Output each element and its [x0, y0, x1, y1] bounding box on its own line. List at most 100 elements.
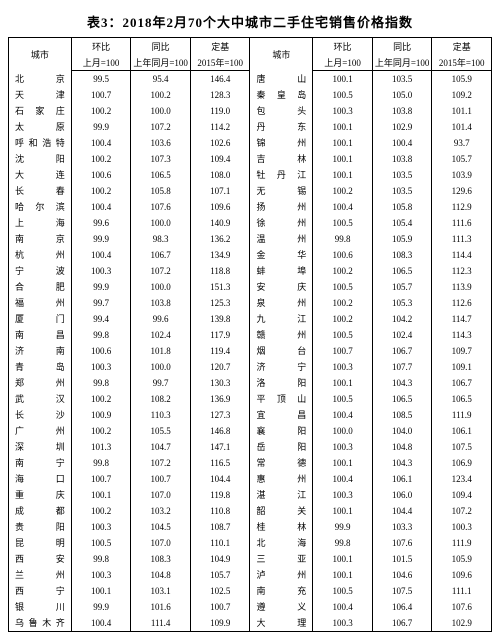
city-cell: 温 州	[250, 231, 313, 247]
city-cell: 洛 阳	[250, 375, 313, 391]
value-cell: 100.1	[313, 71, 373, 87]
city-cell: 呼和浩特	[9, 135, 72, 151]
value-cell: 104.8	[131, 567, 191, 583]
value-cell: 111.9	[432, 407, 492, 423]
col-base-1: 定基	[190, 38, 250, 55]
city-cell: 宜 昌	[250, 407, 313, 423]
table-row: 重 庆100.1107.0119.8湛 江100.3106.0109.4	[9, 487, 492, 503]
city-cell: 南 充	[250, 583, 313, 599]
table-row: 长 春100.2105.8107.1无 锡100.2103.5129.6	[9, 183, 492, 199]
value-cell: 102.4	[131, 327, 191, 343]
value-cell: 100.5	[313, 279, 373, 295]
table-row: 西 宁100.1103.1102.5南 充100.5107.5111.1	[9, 583, 492, 599]
value-cell: 104.4	[372, 503, 432, 519]
city-cell: 西 安	[9, 551, 72, 567]
col-mom-1: 环比	[71, 38, 131, 55]
sub-base-1: 2015年=100	[190, 54, 250, 71]
city-cell: 三 亚	[250, 551, 313, 567]
value-cell: 106.5	[432, 391, 492, 407]
value-cell: 105.4	[372, 215, 432, 231]
value-cell: 106.7	[372, 615, 432, 632]
value-cell: 146.8	[190, 423, 250, 439]
value-cell: 119.8	[190, 487, 250, 503]
value-cell: 100.9	[71, 407, 131, 423]
table-row: 昆 明100.5107.0110.1北 海99.8107.6111.9	[9, 535, 492, 551]
city-cell: 泉 州	[250, 295, 313, 311]
table-row: 杭 州100.4106.7134.9金 华100.6108.3114.4	[9, 247, 492, 263]
col-city-1: 城市	[9, 38, 72, 71]
value-cell: 100.7	[71, 87, 131, 103]
value-cell: 101.4	[432, 119, 492, 135]
value-cell: 100.5	[313, 327, 373, 343]
table-row: 成 都100.2103.2110.8韶 关100.1104.4107.2	[9, 503, 492, 519]
table-row: 福 州99.7103.8125.3泉 州100.2105.3112.6	[9, 295, 492, 311]
value-cell: 106.5	[131, 167, 191, 183]
table-row: 西 安99.8108.3104.9三 亚100.1101.5105.9	[9, 551, 492, 567]
value-cell: 146.4	[190, 71, 250, 87]
city-cell: 常 德	[250, 455, 313, 471]
value-cell: 108.3	[131, 551, 191, 567]
value-cell: 134.9	[190, 247, 250, 263]
table-row: 南 昌99.8102.4117.9赣 州100.5102.4114.3	[9, 327, 492, 343]
table-row: 天 津100.7100.2128.3秦 皇 岛100.5105.0109.2	[9, 87, 492, 103]
value-cell: 107.5	[432, 439, 492, 455]
value-cell: 105.3	[372, 295, 432, 311]
value-cell: 100.1	[313, 567, 373, 583]
value-cell: 100.7	[190, 599, 250, 615]
value-cell: 103.8	[131, 295, 191, 311]
value-cell: 104.3	[372, 455, 432, 471]
value-cell: 99.8	[313, 231, 373, 247]
value-cell: 106.0	[372, 487, 432, 503]
table-row: 厦 门99.499.6139.8九 江100.2104.2114.7	[9, 311, 492, 327]
value-cell: 100.4	[71, 135, 131, 151]
value-cell: 106.7	[131, 247, 191, 263]
city-cell: 济 宁	[250, 359, 313, 375]
city-cell: 秦 皇 岛	[250, 87, 313, 103]
value-cell: 107.7	[372, 359, 432, 375]
value-cell: 105.9	[432, 551, 492, 567]
value-cell: 100.7	[313, 343, 373, 359]
value-cell: 100.7	[131, 471, 191, 487]
table-row: 海 口100.7100.7104.4惠 州100.4106.1123.4	[9, 471, 492, 487]
city-cell: 南 京	[9, 231, 72, 247]
value-cell: 104.6	[372, 567, 432, 583]
value-cell: 100.3	[313, 487, 373, 503]
city-cell: 沈 阳	[9, 151, 72, 167]
value-cell: 110.8	[190, 503, 250, 519]
table-row: 乌鲁木齐100.4111.4109.9大 理100.3106.7102.9	[9, 615, 492, 632]
city-cell: 烟 台	[250, 343, 313, 359]
value-cell: 93.7	[432, 135, 492, 151]
value-cell: 107.6	[372, 535, 432, 551]
table-row: 哈 尔 滨100.4107.6109.6扬 州100.4105.8112.9	[9, 199, 492, 215]
city-cell: 深 圳	[9, 439, 72, 455]
table-row: 合 肥99.9100.0151.3安 庆100.5105.7113.9	[9, 279, 492, 295]
city-cell: 北 京	[9, 71, 72, 87]
value-cell: 103.5	[372, 71, 432, 87]
value-cell: 112.9	[432, 199, 492, 215]
value-cell: 100.2	[131, 87, 191, 103]
value-cell: 109.1	[432, 359, 492, 375]
value-cell: 100.6	[313, 247, 373, 263]
value-cell: 103.5	[372, 167, 432, 183]
city-cell: 石 家 庄	[9, 103, 72, 119]
table-row: 深 圳101.3104.7147.1岳 阳100.3104.8107.5	[9, 439, 492, 455]
city-cell: 厦 门	[9, 311, 72, 327]
city-cell: 吉 林	[250, 151, 313, 167]
value-cell: 99.4	[71, 311, 131, 327]
city-cell: 武 汉	[9, 391, 72, 407]
value-cell: 107.3	[131, 151, 191, 167]
value-cell: 118.8	[190, 263, 250, 279]
value-cell: 100.6	[71, 343, 131, 359]
value-cell: 99.6	[71, 215, 131, 231]
city-cell: 唐 山	[250, 71, 313, 87]
value-cell: 104.3	[372, 375, 432, 391]
value-cell: 100.0	[131, 279, 191, 295]
value-cell: 119.0	[190, 103, 250, 119]
value-cell: 114.2	[190, 119, 250, 135]
table-row: 呼和浩特100.4103.6102.6锦 州100.1100.493.7	[9, 135, 492, 151]
value-cell: 108.3	[372, 247, 432, 263]
city-cell: 长 沙	[9, 407, 72, 423]
value-cell: 100.2	[71, 423, 131, 439]
value-cell: 100.1	[313, 375, 373, 391]
value-cell: 100.0	[313, 423, 373, 439]
